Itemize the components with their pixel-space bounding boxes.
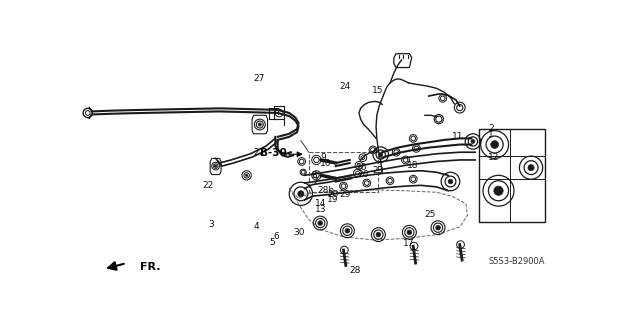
Text: 20: 20 [327, 189, 339, 198]
Text: 19: 19 [327, 196, 339, 204]
Text: 24: 24 [339, 82, 351, 91]
Text: 14: 14 [315, 199, 326, 208]
Text: 26: 26 [357, 170, 369, 179]
Text: 11: 11 [452, 131, 464, 141]
Circle shape [259, 123, 261, 126]
Text: FR.: FR. [140, 262, 160, 272]
Text: 25: 25 [424, 210, 435, 219]
Text: 27: 27 [253, 74, 264, 83]
Text: 22: 22 [202, 181, 214, 190]
Bar [479, 129, 545, 221]
Text: 7: 7 [312, 177, 317, 187]
Text: 13: 13 [315, 205, 326, 214]
Text: 9: 9 [320, 153, 326, 162]
Text: 30: 30 [293, 228, 305, 237]
Circle shape [379, 152, 383, 157]
Text: 6: 6 [273, 232, 279, 241]
Text: 21: 21 [253, 148, 264, 157]
Circle shape [214, 165, 217, 167]
Circle shape [246, 174, 248, 176]
Circle shape [345, 228, 349, 233]
Text: 4: 4 [254, 222, 259, 231]
Circle shape [471, 139, 475, 143]
Circle shape [491, 141, 499, 148]
Text: 28b: 28b [317, 186, 334, 195]
Text: S5S3-B2900A: S5S3-B2900A [488, 257, 545, 266]
Text: 12: 12 [488, 153, 499, 162]
Text: 3: 3 [209, 220, 214, 229]
Bar [308, 152, 378, 192]
Text: B-30: B-30 [260, 148, 287, 158]
Text: 16: 16 [356, 163, 367, 172]
Text: 17: 17 [403, 239, 415, 248]
Circle shape [318, 221, 323, 226]
Text: 2: 2 [488, 124, 494, 133]
Circle shape [376, 232, 381, 237]
Text: 15: 15 [372, 86, 383, 95]
Circle shape [407, 230, 412, 235]
Text: 1: 1 [488, 130, 494, 139]
Circle shape [436, 226, 440, 230]
Text: 8: 8 [312, 171, 317, 180]
Text: 23: 23 [372, 167, 383, 175]
Text: 29: 29 [340, 190, 351, 199]
Circle shape [298, 191, 304, 197]
Text: 18: 18 [406, 161, 418, 170]
Circle shape [448, 179, 452, 184]
Circle shape [528, 165, 534, 171]
Text: 10: 10 [320, 159, 332, 168]
Circle shape [494, 186, 503, 195]
Text: 28: 28 [349, 266, 361, 275]
Text: 5: 5 [269, 238, 275, 247]
